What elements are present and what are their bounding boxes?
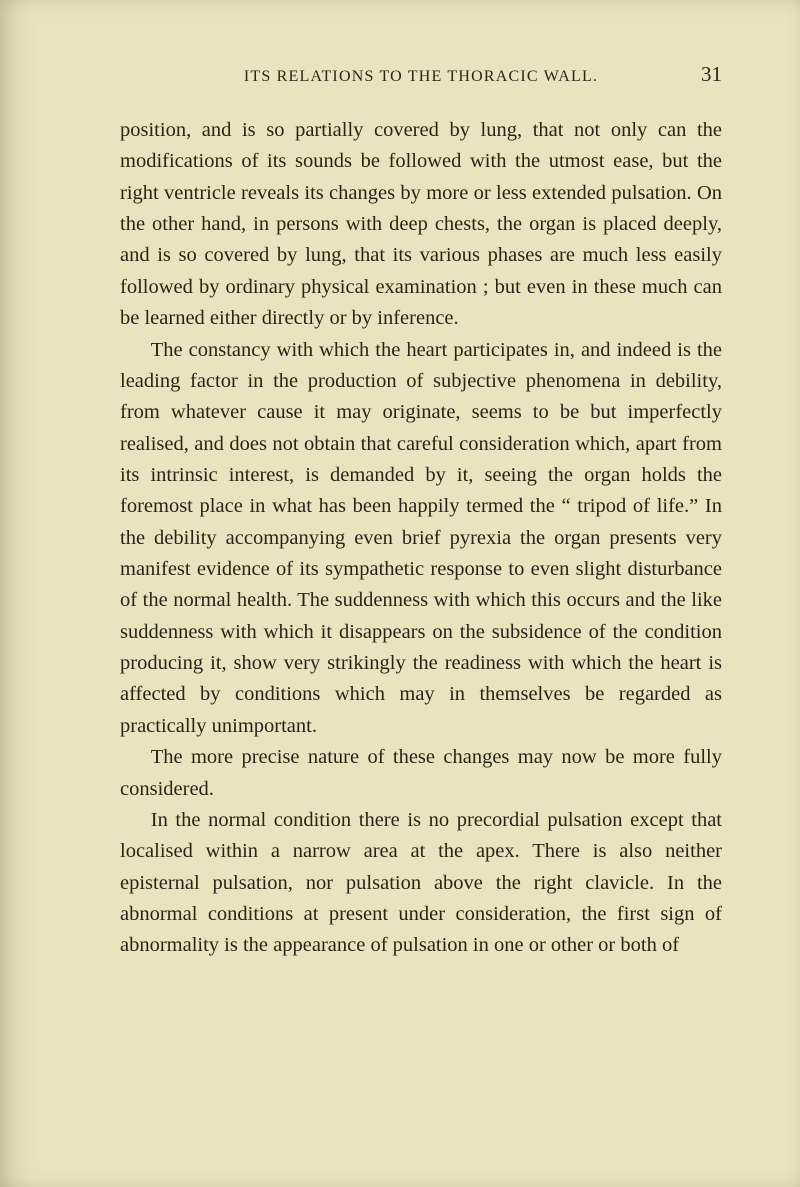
page: ITS RELATIONS TO THE THORACIC WALL. 31 p…	[0, 0, 800, 1187]
body-text: position, and is so partially covered by…	[120, 115, 722, 962]
paragraph: In the normal condition there is no prec…	[120, 805, 722, 962]
paragraph: The constancy with which the heart parti…	[120, 335, 722, 743]
page-header: ITS RELATIONS TO THE THORACIC WALL. 31	[120, 62, 722, 87]
paragraph: position, and is so partially covered by…	[120, 115, 722, 335]
page-number: 31	[682, 62, 722, 87]
running-title: ITS RELATIONS TO THE THORACIC WALL.	[160, 68, 682, 86]
paragraph: The more precise nature of these changes…	[120, 742, 722, 805]
